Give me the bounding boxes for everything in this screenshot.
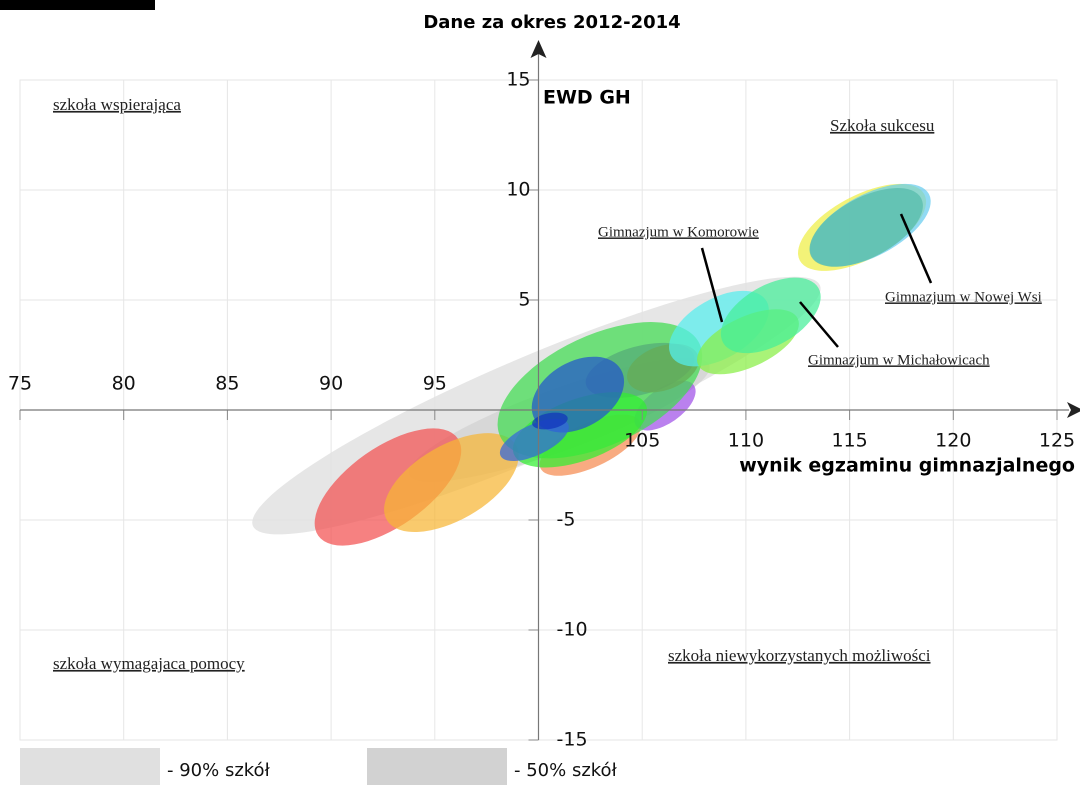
x-tick-label: 95: [423, 373, 447, 395]
ellipse: [532, 412, 568, 430]
x-axis-label: wynik egzaminu gimnazjalnego: [739, 455, 1075, 477]
x-tick-label: 90: [319, 373, 343, 395]
x-tick-label: 85: [215, 373, 239, 395]
y-axis-label: EWD GH: [543, 87, 631, 109]
ellipse: [720, 277, 821, 354]
y-arrow: [530, 40, 547, 58]
ellipse: [809, 188, 923, 267]
y-tick-label: 15: [506, 69, 530, 91]
annotation: Gimnazjum w Michałowicach: [808, 352, 990, 368]
legend-swatch: [20, 748, 160, 785]
ellipse: [499, 418, 569, 461]
header-bar: [0, 0, 155, 10]
x-tick-label: 125: [1039, 430, 1075, 452]
x-arrow: [1067, 402, 1080, 418]
annotation: Gimnazjum w Komorowie: [598, 224, 759, 240]
x-tick-label: 105: [624, 430, 660, 452]
legend-swatch: [367, 748, 507, 785]
quadrant-label: szkoła niewykorzystanych możliwości: [668, 646, 931, 665]
annotation: Gimnazjum w Nowej Wsi: [885, 289, 1042, 305]
leader-line: [899, 213, 933, 284]
legend-label: - 50% szkół: [514, 760, 618, 781]
y-tick-label: -15: [557, 729, 588, 751]
chart-title: Dane za okres 2012-2014: [423, 12, 680, 33]
leader-line: [799, 301, 839, 348]
y-tick-label: -5: [557, 509, 576, 531]
x-tick-label: 80: [112, 373, 136, 395]
x-tick-label: 115: [831, 430, 867, 452]
legend: - 90% szkół - 50% szkół: [20, 748, 618, 785]
y-tick-label: 10: [506, 179, 530, 201]
quadrant-label: Szkoła sukcesu: [830, 116, 935, 135]
x-tick-label: 110: [728, 430, 764, 452]
x-tick-label: 75: [8, 373, 32, 395]
ellipses: [252, 183, 931, 546]
x-tick-label: 120: [935, 430, 971, 452]
leader-line: [700, 247, 724, 323]
quadrant-label: szkoła wymagajaca pomocy: [53, 654, 245, 673]
quadrant-label: szkoła wspierająca: [53, 95, 181, 114]
ellipse: [384, 433, 519, 533]
legend-label: - 90% szkół: [167, 760, 271, 781]
y-tick-label: -10: [557, 619, 588, 641]
y-tick-label: 5: [518, 289, 530, 311]
